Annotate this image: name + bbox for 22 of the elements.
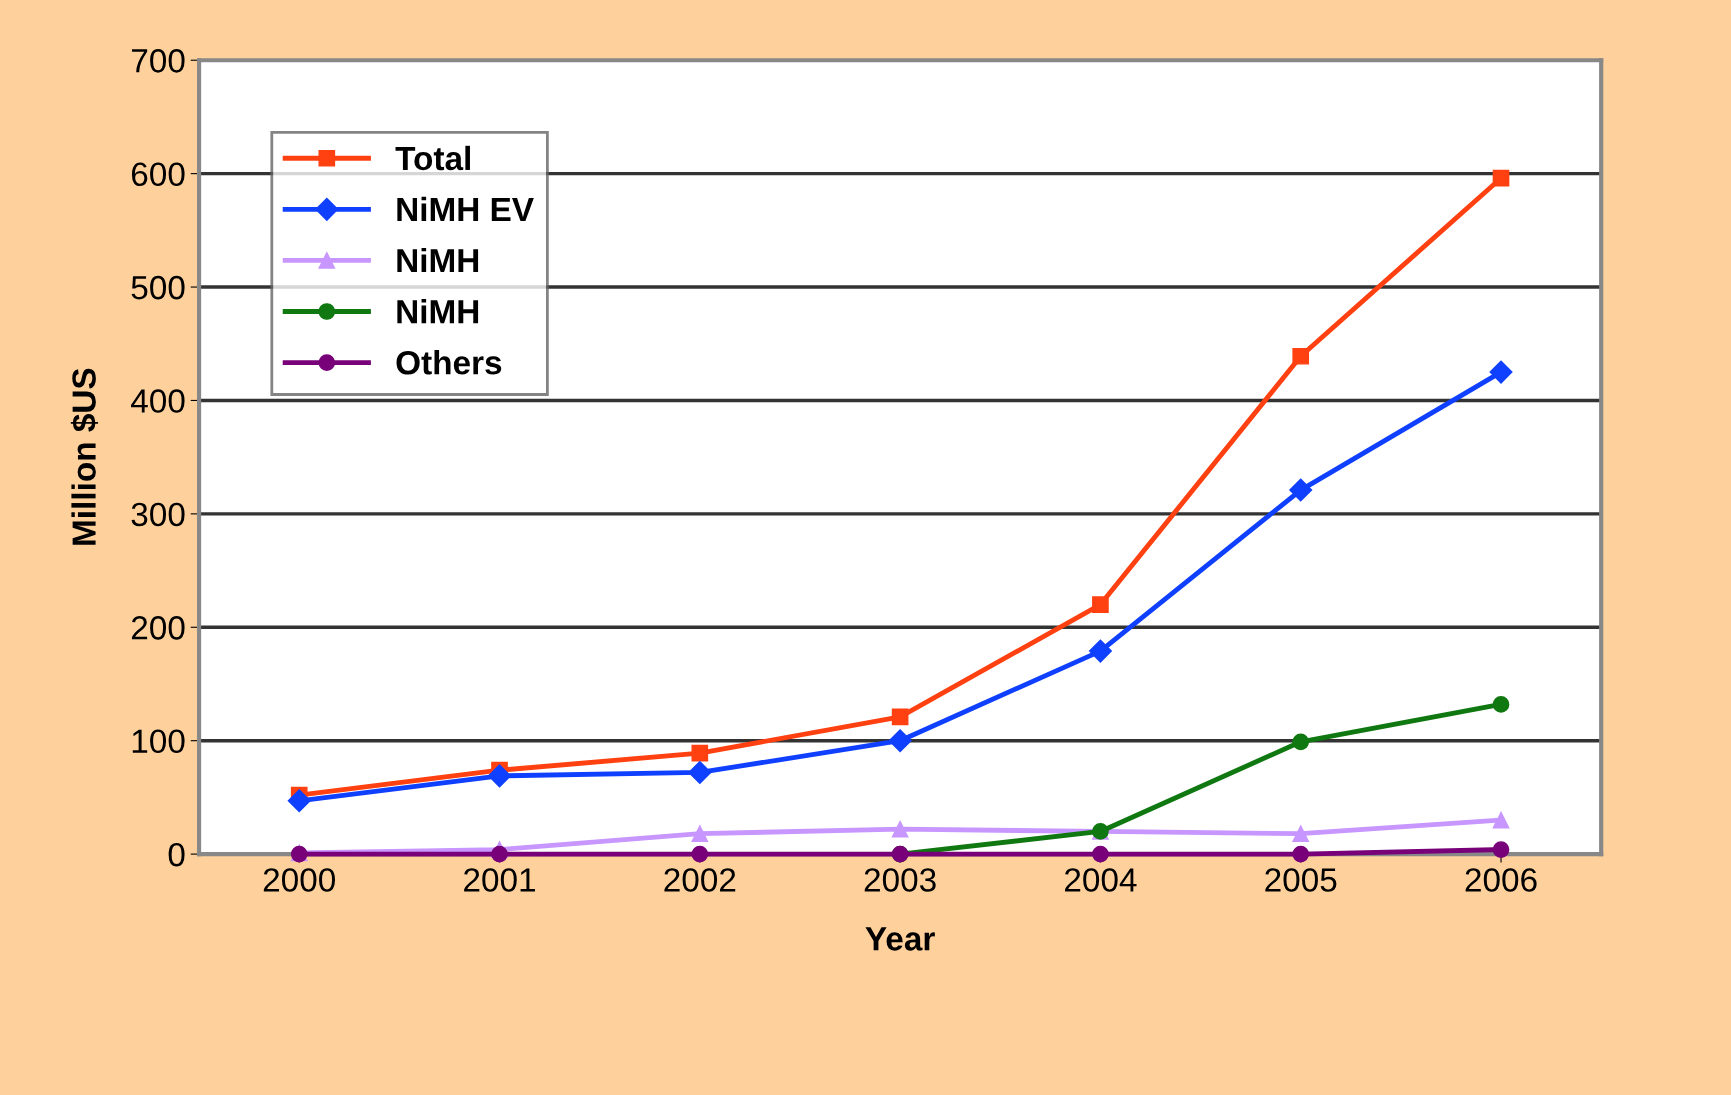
y-tick-label: 700 <box>131 49 185 73</box>
y-tick-label: 400 <box>131 389 185 413</box>
x-tick-label: 2003 <box>864 868 936 892</box>
x-tick-label: 2001 <box>464 868 535 892</box>
y-tick-label: 300 <box>131 502 185 527</box>
legend-label: Total <box>395 145 470 171</box>
legend-label: Others <box>396 350 502 375</box>
y-axis-title: Million $US <box>70 368 99 545</box>
legend-label: NiMH <box>397 247 479 273</box>
legend-label: NiMH EV <box>397 196 534 222</box>
x-axis-title: Year <box>865 927 935 951</box>
y-tick-label: 100 <box>132 729 185 754</box>
y-tick-label: 600 <box>131 162 185 187</box>
legend-label: NiMH <box>397 299 479 324</box>
x-tick-label: 2000 <box>263 868 335 892</box>
y-tick-label: 0 <box>168 842 185 867</box>
x-tick-label: 2005 <box>1265 868 1337 892</box>
x-tick-label: 2006 <box>1465 868 1537 892</box>
x-tick-label: 2002 <box>664 868 736 892</box>
y-tick-label: 500 <box>131 275 185 300</box>
y-tick-label: 200 <box>131 616 185 640</box>
x-tick-label: 2004 <box>1065 868 1137 892</box>
